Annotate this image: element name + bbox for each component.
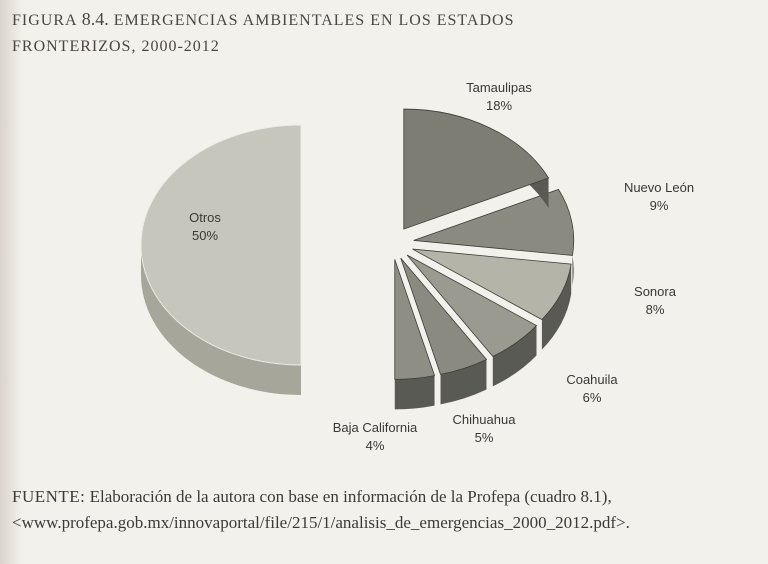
slice-nuevo-le-n [413, 188, 575, 256]
figure-title: FIGURA 8.4. EMERGENCIAS AMBIENTALES EN L… [12, 6, 672, 60]
slice-chihuahua [400, 257, 488, 375]
source-note: FUENTE: Elaboración de la autora con bas… [12, 484, 762, 536]
slice-chihuahua-side [440, 359, 487, 405]
value-sonora: 8% [646, 302, 665, 317]
source-text: Elaboración de la autora con base en inf… [12, 487, 630, 532]
label-chihuahua: Chihuahua [453, 412, 517, 427]
label-tamaulipas: Tamaulipas [466, 80, 532, 95]
page-edge-shadow [0, 0, 22, 564]
figure-title-line1: EMERGENCIAS AMBIENTALES EN LOS ESTADOS [113, 12, 515, 29]
slice-baja-california [394, 259, 436, 380]
figure-title-line2: FRONTERIZOS, 2000-2012 [12, 38, 220, 55]
pie-slices [140, 108, 575, 410]
label-coahuila: Coahuila [566, 372, 618, 387]
slice-sonora [412, 248, 572, 321]
figure-number: 8.4. [81, 9, 109, 29]
figure-label: FIGURA [12, 12, 77, 29]
slice-tamaulipas [403, 108, 550, 230]
value-tamaulipas: 18% [486, 98, 512, 113]
label-sonora: Sonora [634, 284, 677, 299]
pie-chart: Otros 50% Tamaulipas 18% Nuevo León 9% Sonora 8… [140, 80, 694, 453]
value-chihuahua: 5% [475, 430, 494, 445]
pie-labels: Otros 50% Tamaulipas 18% Nuevo León 9% Sonora 8… [189, 80, 694, 453]
source-label: FUENTE: [12, 487, 86, 506]
value-otros: 50% [192, 228, 218, 243]
slice-baja-california-side [394, 375, 435, 410]
slice-coahuila-side [492, 325, 537, 387]
value-coahuila: 6% [583, 390, 602, 405]
slice-otros [140, 124, 302, 366]
slice-otros-side [141, 245, 301, 395]
slice-sonora-side [541, 264, 572, 350]
label-otros: Otros [189, 210, 221, 225]
slice-coahuila [406, 254, 538, 357]
label-baja-california: Baja California [333, 420, 418, 435]
value-baja-california: 4% [366, 438, 385, 453]
label-nuevo-le-n: Nuevo León [624, 180, 694, 195]
value-nuevo-le-n: 9% [650, 198, 669, 213]
